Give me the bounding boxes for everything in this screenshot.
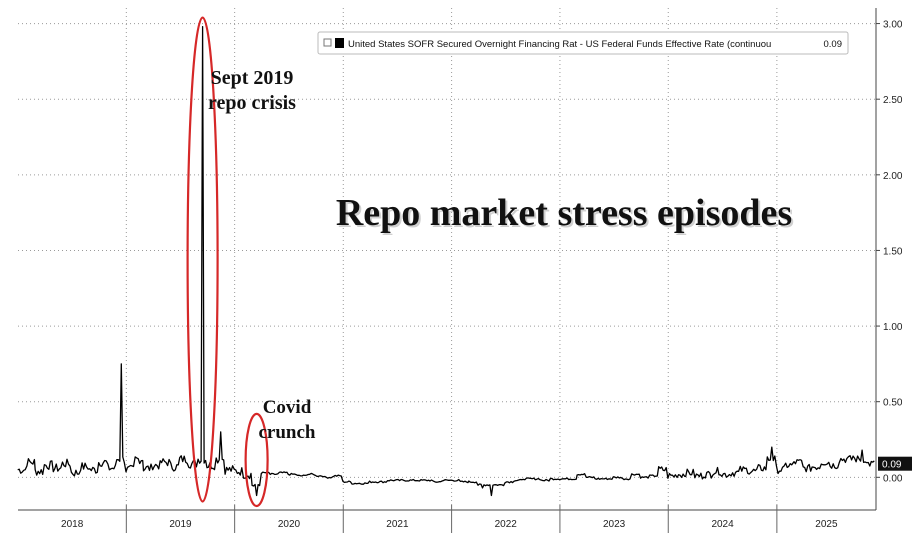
legend-label: United States SOFR Secured Overnight Fin… [348, 39, 771, 50]
legend-box [317, 31, 849, 55]
series-line [17, 25, 875, 497]
covid-label-line2: crunch [259, 422, 316, 443]
chart-title-shadow: Repo market stress episodes [338, 194, 794, 236]
x-tick-label: 2021 [386, 519, 409, 530]
legend-swatch [335, 38, 344, 48]
y-tick-label: 1.00 [883, 322, 903, 333]
x-tick-label: 2018 [61, 519, 84, 530]
last-value-box [878, 456, 912, 471]
y-tick-label: 2.00 [883, 171, 903, 182]
covid-highlight-ellipse [244, 412, 269, 508]
covid-label-line1: Covid [263, 397, 312, 418]
x-tick-label: 2023 [603, 519, 626, 530]
chart-title: Repo market stress episodes [336, 192, 792, 234]
x-tick-label: 2022 [495, 519, 518, 530]
sept-2019-label-line2: repo crisis [208, 92, 296, 114]
y-tick-label: 1.50 [883, 246, 903, 257]
y-tick-label: 0.50 [883, 398, 903, 409]
y-tick-label: 3.00 [883, 20, 903, 31]
y-tick-label: 2.50 [883, 95, 903, 106]
sept-2019-label-line1: Sept 2019 [211, 67, 294, 89]
legend-toggle-icon [323, 38, 332, 47]
x-tick-label: 2025 [815, 519, 838, 530]
y-tick-label: 0.00 [883, 473, 903, 484]
legend-last-value: 0.09 [824, 39, 843, 50]
sept-2019-highlight-ellipse [186, 16, 219, 503]
x-tick-label: 2020 [278, 519, 301, 530]
last-value-label: 0.09 [882, 460, 902, 471]
x-tick-label: 2019 [169, 519, 192, 530]
x-tick-label: 2024 [711, 519, 734, 530]
